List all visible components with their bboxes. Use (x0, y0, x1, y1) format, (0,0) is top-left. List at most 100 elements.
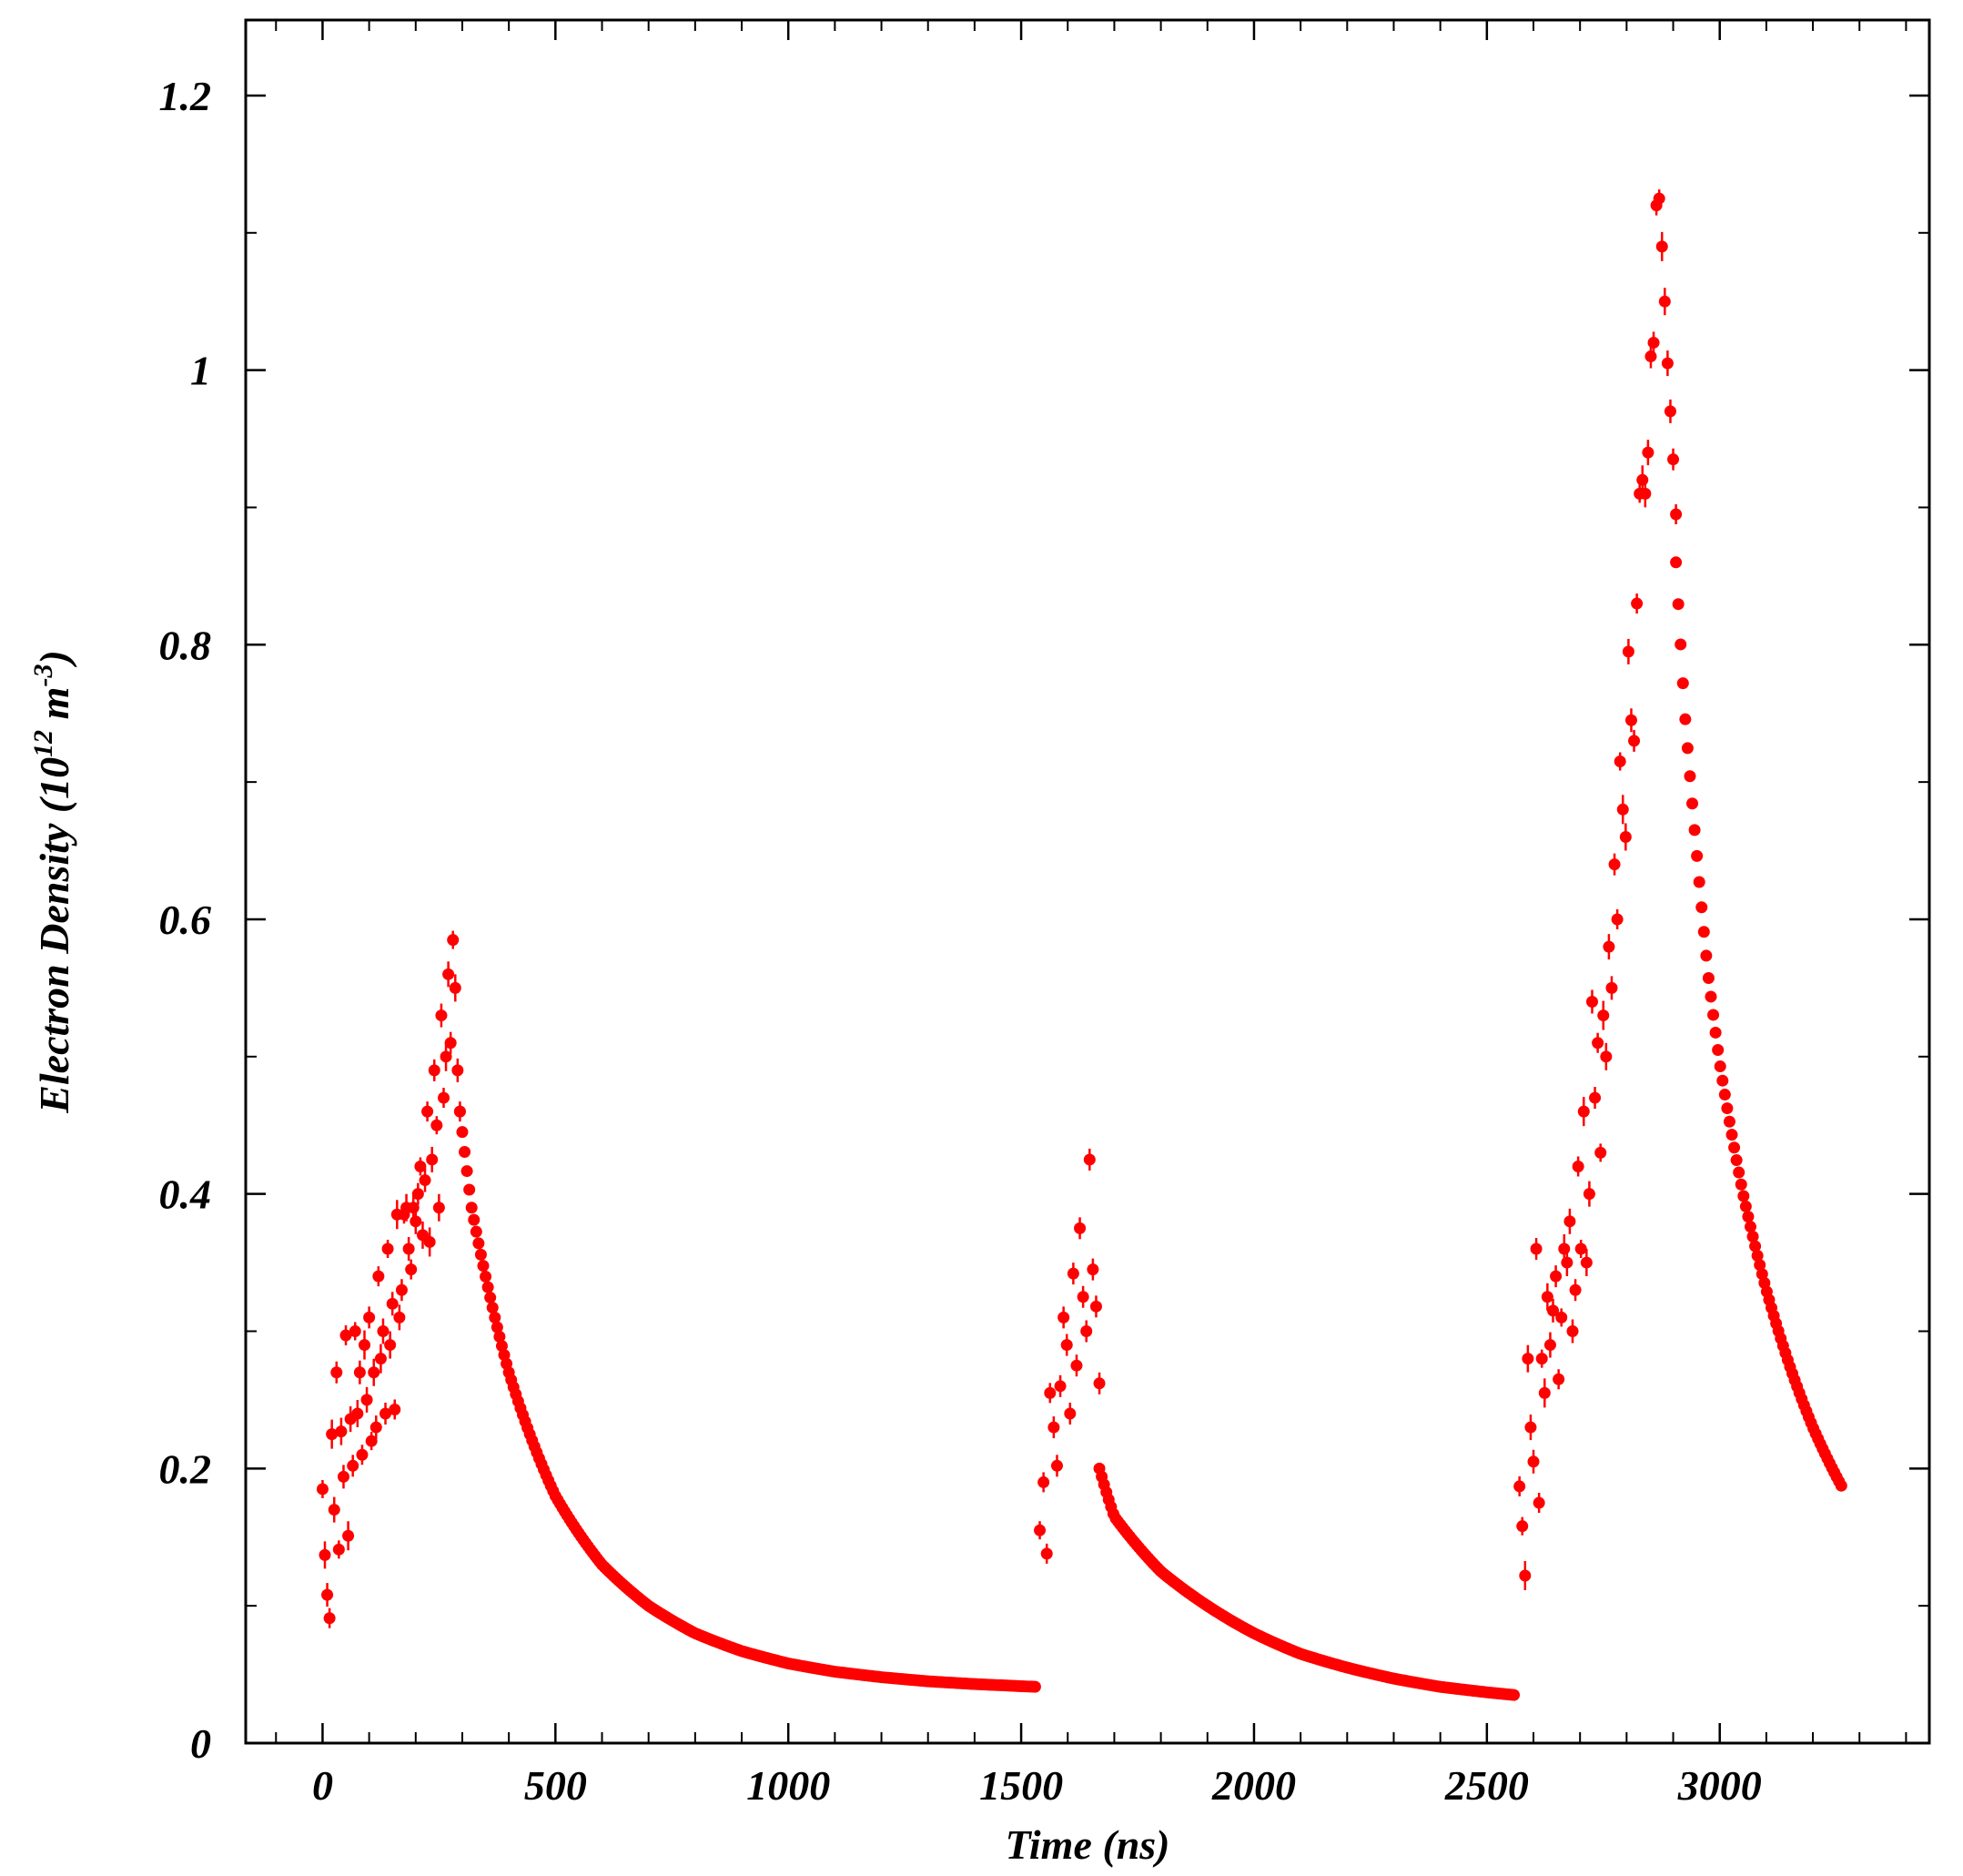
decay-data-point (1739, 1200, 1752, 1212)
data-point (451, 1058, 464, 1082)
decay-data-point (1675, 638, 1687, 651)
decay-data-point (1728, 1141, 1741, 1154)
data-point (1037, 1472, 1050, 1493)
data-point (1555, 1308, 1568, 1327)
data-point-marker (1060, 1339, 1073, 1352)
data-point (316, 1479, 329, 1498)
data-point (1608, 853, 1621, 876)
data-point (1074, 1217, 1087, 1240)
data-point-marker (363, 1311, 376, 1323)
data-point-marker (1067, 1267, 1079, 1280)
decay-data-point (493, 1331, 506, 1344)
data-point-marker (1538, 1386, 1551, 1399)
data-point (432, 1193, 445, 1222)
decay-data-point (1746, 1230, 1759, 1242)
data-point-marker (1044, 1386, 1057, 1399)
data-point (1647, 331, 1660, 354)
data-point-marker (430, 1119, 443, 1131)
data-point-marker (1054, 1380, 1067, 1393)
data-point-marker (356, 1448, 369, 1461)
data-point-marker (1594, 1146, 1607, 1159)
data-point-marker (1530, 1242, 1543, 1255)
data-point-marker (1619, 830, 1632, 843)
data-point-marker (1087, 1263, 1099, 1276)
decay-data-point (1705, 990, 1717, 1003)
axis-ticks (246, 20, 1929, 1745)
data-point-marker (360, 1394, 373, 1406)
data-point (1524, 1415, 1537, 1441)
data-point-marker (451, 1064, 464, 1077)
data-point (1667, 448, 1680, 471)
data-point-marker (1605, 981, 1618, 994)
data-point-marker (1667, 453, 1680, 466)
y-tick-label: 0.2 (159, 1445, 212, 1492)
data-point (1550, 1265, 1563, 1288)
data-point-marker (1628, 735, 1641, 747)
decay-data-point (489, 1312, 501, 1324)
data-point (1628, 729, 1641, 752)
data-point (442, 961, 455, 988)
decay-data-point (1749, 1240, 1762, 1252)
data-point (1563, 1208, 1576, 1234)
decay-data-point (1688, 824, 1701, 837)
data-point-marker (1583, 1188, 1595, 1201)
data-point-marker (351, 1407, 364, 1420)
data-point (428, 1059, 440, 1081)
data-point-marker (377, 1324, 390, 1337)
y-tick-label: 0 (190, 1720, 211, 1767)
data-point-marker (437, 1091, 450, 1104)
decay-data-point (1686, 797, 1699, 810)
data-point (1541, 1283, 1553, 1311)
data-point (1067, 1262, 1079, 1285)
data-point (1622, 638, 1634, 664)
data-point-marker (444, 1037, 457, 1050)
data-point-marker (1541, 1291, 1553, 1303)
data-point (430, 1116, 443, 1135)
data-point-marker (323, 1612, 336, 1625)
data-point (321, 1583, 334, 1607)
decay-data-point (1723, 1115, 1735, 1128)
data-point (353, 1360, 366, 1384)
data-point-marker (1631, 597, 1644, 610)
decay-data-point (1697, 926, 1710, 938)
y-axis-label-prefix: Electron Density (10 (31, 757, 77, 1114)
data-point-marker (1658, 295, 1671, 308)
data-point (1087, 1258, 1099, 1281)
data-point (347, 1455, 359, 1477)
decay-data-point (1695, 901, 1708, 914)
x-tick-label: 1000 (746, 1762, 830, 1809)
data-point (1631, 593, 1644, 614)
data-point (1574, 1239, 1587, 1258)
plot-frame (244, 18, 1931, 1745)
data-point (435, 1003, 448, 1028)
data-point-marker (358, 1339, 370, 1352)
data-point-marker (374, 1353, 387, 1365)
data-point (447, 930, 460, 949)
data-point (358, 1330, 370, 1360)
decay-data-point (460, 1165, 473, 1178)
data-point-marker (332, 1543, 345, 1556)
decay-data-point (1716, 1074, 1729, 1087)
data-point-marker (342, 1529, 355, 1542)
data-point-marker (1644, 350, 1657, 363)
data-point (384, 1331, 397, 1359)
data-point-marker (1616, 803, 1629, 816)
data-point-marker (339, 1329, 352, 1342)
data-point (1653, 189, 1665, 208)
y-tick-label: 0.8 (159, 622, 212, 668)
y-axis-label-middle: m (31, 687, 77, 730)
data-point-marker (1603, 940, 1615, 953)
data-point-marker (405, 1263, 418, 1276)
decay-data-point (481, 1281, 494, 1293)
data-point-marker (330, 1366, 343, 1379)
data-point (1642, 440, 1654, 466)
data-point (356, 1445, 369, 1465)
decay-data-point (1707, 1009, 1720, 1021)
data-point (1614, 752, 1626, 771)
data-point-marker (316, 1483, 329, 1496)
data-point (335, 1417, 348, 1445)
data-point-marker (365, 1435, 378, 1447)
data-point-marker (426, 1153, 439, 1166)
data-point (1553, 1369, 1565, 1390)
